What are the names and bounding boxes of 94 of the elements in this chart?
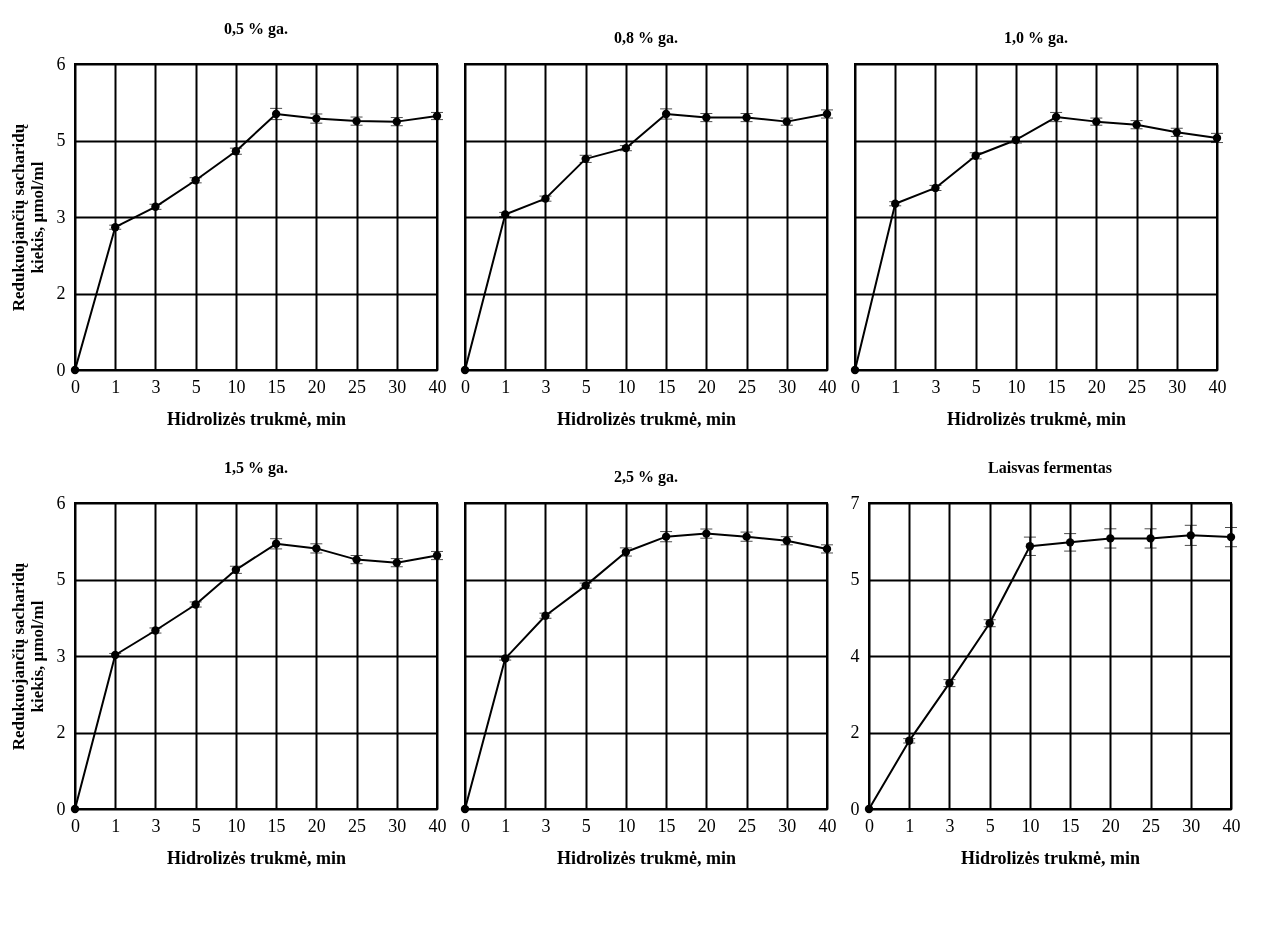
x-tick-label: 25	[1142, 815, 1161, 836]
x-tick-label: 20	[307, 376, 326, 397]
x-tick-label: 40	[818, 815, 837, 836]
x-tick-label: 15	[1061, 815, 1080, 836]
y-tick-label: 0	[56, 359, 66, 380]
point	[864, 804, 874, 814]
x-tick-label: 5	[581, 815, 591, 836]
y-tick-label: 3	[56, 206, 66, 227]
x-tick-label: 30	[1168, 376, 1187, 397]
point	[460, 804, 470, 814]
point	[70, 365, 80, 375]
x-tick-label: 10	[1021, 815, 1040, 836]
x-tick-label: 25	[1128, 376, 1147, 397]
y-axis-title: Redukuojančių sacharidų kiekis, µmol/ml	[8, 562, 47, 751]
x-tick-label: 0	[71, 376, 80, 397]
x-tick-label: 30	[778, 376, 797, 397]
x-tick-label: 40	[818, 376, 837, 397]
x-tick-label: 10	[617, 376, 636, 397]
x-tick-label: 1	[501, 376, 511, 397]
x-tick-label: 30	[778, 815, 797, 836]
x-tick-label: 3	[541, 815, 551, 836]
x-tick-label: 5	[191, 376, 201, 397]
x-tick-label: 15	[657, 815, 676, 836]
x-tick-label: 15	[1047, 376, 1066, 397]
x-tick-label: 0	[461, 815, 470, 836]
y-tick-label: 6	[56, 53, 66, 74]
x-tick-label: 25	[348, 376, 367, 397]
x-axis-title: Hidrolizės trukmė, min	[556, 408, 737, 429]
point	[460, 365, 470, 375]
x-tick-label: 1	[891, 376, 901, 397]
chart-title: Laisvas fermentas	[988, 459, 1112, 476]
x-tick-label: 10	[227, 815, 246, 836]
x-tick-label: 3	[945, 815, 955, 836]
y-tick-label: 3	[56, 645, 66, 666]
point	[850, 365, 860, 375]
x-axis-title: Hidrolizės trukmė, min	[556, 847, 737, 868]
y-tick-label: 0	[56, 798, 66, 819]
x-tick-label: 15	[267, 815, 286, 836]
x-tick-label: 5	[191, 815, 201, 836]
x-tick-label: 5	[971, 376, 981, 397]
y-axis-title: Redukuojančių sacharidų kiekis, µmol/ml	[8, 123, 47, 312]
x-tick-label: 3	[541, 376, 551, 397]
chart-title: 1,0 % ga.	[1004, 29, 1068, 47]
x-tick-label: 10	[617, 815, 636, 836]
chart-title: 0,5 % ga.	[224, 20, 288, 38]
y-tick-label: 4	[850, 645, 860, 666]
x-axis-title: Hidrolizės trukmė, min	[166, 408, 347, 429]
point	[70, 804, 80, 814]
x-tick-label: 1	[111, 376, 121, 397]
y-tick-label: 6	[56, 492, 66, 513]
y-tick-label: 7	[850, 492, 860, 513]
x-tick-label: 20	[697, 815, 716, 836]
x-tick-label: 30	[388, 376, 407, 397]
x-tick-label: 20	[1101, 815, 1120, 836]
x-tick-label: 40	[428, 376, 447, 397]
x-tick-label: 30	[388, 815, 407, 836]
y-tick-label: 2	[56, 722, 66, 742]
x-axis-title: Hidrolizės trukmė, min	[960, 847, 1141, 868]
x-tick-label: 20	[1087, 376, 1106, 397]
y-tick-label: 2	[850, 722, 860, 742]
x-tick-label: 1	[501, 815, 511, 836]
x-tick-label: 3	[151, 376, 161, 397]
x-tick-label: 20	[697, 376, 716, 397]
x-axis-title: Hidrolizės trukmė, min	[946, 408, 1127, 429]
x-tick-label: 40	[1208, 376, 1227, 397]
x-tick-label: 20	[307, 815, 326, 836]
x-tick-label: 5	[581, 376, 591, 397]
x-tick-label: 40	[428, 815, 447, 836]
x-tick-label: 25	[738, 815, 757, 836]
x-tick-label: 10	[1007, 376, 1026, 397]
x-tick-label: 0	[461, 376, 470, 397]
x-tick-label: 30	[1182, 815, 1201, 836]
x-tick-label: 3	[931, 376, 941, 397]
x-tick-label: 1	[111, 815, 121, 836]
x-tick-label: 1	[905, 815, 915, 836]
y-tick-label: 0	[850, 798, 860, 819]
x-tick-label: 40	[1222, 815, 1241, 836]
x-tick-label: 25	[738, 376, 757, 397]
x-axis-title: Hidrolizės trukmė, min	[166, 847, 347, 868]
x-tick-label: 10	[227, 376, 246, 397]
chart-title: 1,5 % ga.	[224, 459, 288, 477]
x-tick-label: 0	[865, 815, 874, 836]
y-tick-label: 2	[56, 283, 66, 303]
x-tick-label: 0	[71, 815, 80, 836]
y-tick-label: 5	[56, 130, 66, 150]
chart-title: 2,5 % ga.	[614, 468, 678, 486]
x-tick-label: 3	[151, 815, 161, 836]
x-tick-label: 15	[267, 376, 286, 397]
y-tick-label: 5	[850, 569, 860, 589]
chart-title: 0,8 % ga.	[614, 29, 678, 47]
x-tick-label: 5	[985, 815, 995, 836]
y-tick-label: 5	[56, 569, 66, 589]
x-tick-label: 15	[657, 376, 676, 397]
x-tick-label: 25	[348, 815, 367, 836]
